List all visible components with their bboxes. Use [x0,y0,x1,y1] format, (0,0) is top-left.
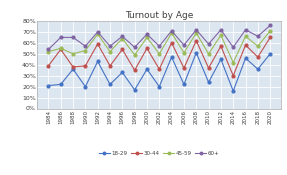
30-44 [244,44,247,46]
18-29 [158,86,161,88]
18-29 [195,52,198,54]
60+ [158,45,161,47]
18-29 [108,83,112,86]
18-29 [268,53,272,55]
60+ [59,36,63,38]
45-59 [47,51,50,53]
45-59 [268,30,272,32]
60+ [232,46,235,48]
45-59 [96,33,99,35]
45-59 [219,34,223,36]
45-59 [195,32,198,34]
18-29 [207,81,210,83]
60+ [244,29,247,31]
30-44 [121,48,124,50]
45-59 [59,47,63,49]
45-59 [121,37,124,40]
18-29 [170,56,173,58]
60+ [47,48,50,50]
45-59 [170,32,173,34]
30-44 [47,65,50,67]
45-59 [182,52,186,54]
60+ [71,36,75,38]
30-44 [96,43,99,45]
30-44 [268,36,272,38]
30-44 [133,69,136,71]
60+ [219,29,223,31]
Title: Turnout by Age: Turnout by Age [125,11,193,20]
60+ [145,33,149,35]
30-44 [59,48,63,50]
60+ [84,45,87,47]
18-29 [232,90,235,92]
60+ [133,46,136,48]
45-59 [145,36,149,38]
60+ [121,35,124,37]
30-44 [256,56,259,58]
45-59 [158,53,161,55]
60+ [268,24,272,26]
30-44 [158,68,161,70]
45-59 [244,35,247,37]
30-44 [71,66,75,68]
18-29 [59,83,63,86]
30-44 [145,47,149,49]
18-29 [96,60,99,62]
45-59 [256,45,259,47]
60+ [256,35,259,37]
30-44 [219,45,223,47]
Line: 45-59: 45-59 [47,29,272,64]
60+ [96,31,99,33]
60+ [195,29,198,31]
18-29 [84,86,87,88]
45-59 [84,50,87,52]
18-29 [244,57,247,59]
30-44 [195,40,198,42]
18-29 [133,89,136,91]
30-44 [232,75,235,77]
18-29 [145,68,149,70]
18-29 [182,83,186,86]
45-59 [207,53,210,55]
60+ [170,30,173,32]
Legend: 18-29, 30-44, 45-59, 60+: 18-29, 30-44, 45-59, 60+ [97,149,222,158]
45-59 [232,62,235,64]
30-44 [182,67,186,69]
18-29 [47,85,50,87]
60+ [207,43,210,45]
18-29 [256,68,259,70]
Line: 18-29: 18-29 [47,51,272,92]
30-44 [207,67,210,69]
Line: 60+: 60+ [47,24,272,51]
18-29 [219,58,223,60]
45-59 [133,54,136,56]
60+ [182,44,186,46]
45-59 [108,51,112,53]
45-59 [71,53,75,55]
18-29 [121,71,124,74]
30-44 [170,42,173,44]
60+ [108,45,112,47]
30-44 [108,65,112,67]
30-44 [84,65,87,67]
18-29 [71,68,75,70]
Line: 30-44: 30-44 [47,36,272,77]
